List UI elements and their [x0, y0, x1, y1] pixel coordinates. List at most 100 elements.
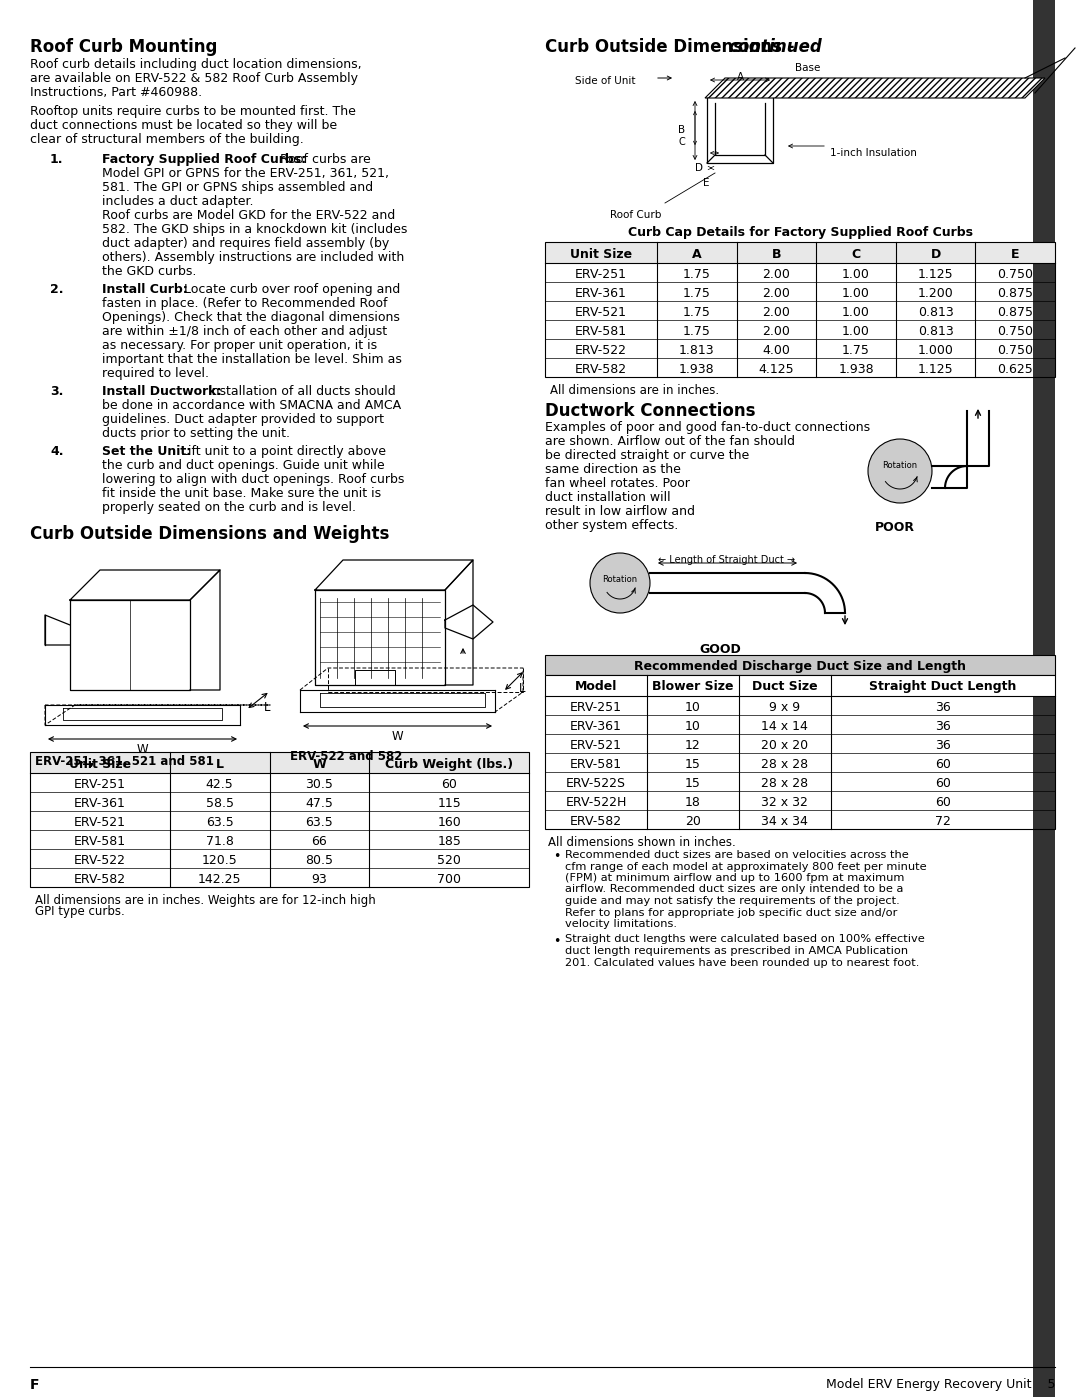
Text: 36: 36	[935, 719, 950, 733]
Text: 582. The GKD ships in a knockdown kit (includes: 582. The GKD ships in a knockdown kit (i…	[102, 224, 407, 236]
Text: B: B	[678, 124, 685, 136]
Text: the curb and duct openings. Guide unit while: the curb and duct openings. Guide unit w…	[102, 460, 384, 472]
Text: Roof curbs are Model GKD for the ERV-522 and: Roof curbs are Model GKD for the ERV-522…	[102, 210, 395, 222]
Text: 36: 36	[935, 739, 950, 752]
Text: 0.750: 0.750	[997, 344, 1034, 358]
Text: Rotation: Rotation	[882, 461, 917, 469]
Text: ERV-521: ERV-521	[73, 816, 126, 828]
Text: ERV-582: ERV-582	[570, 814, 622, 828]
Text: ERV-582: ERV-582	[575, 363, 627, 376]
Text: ERV-361: ERV-361	[576, 286, 627, 300]
Text: ERV-251: ERV-251	[576, 268, 627, 281]
Text: (FPM) at minimum airflow and up to 1600 fpm at maximum: (FPM) at minimum airflow and up to 1600 …	[565, 873, 904, 883]
Text: E: E	[703, 177, 710, 189]
Bar	[30, 752, 529, 887]
Text: ERV-522S: ERV-522S	[566, 777, 626, 789]
Text: 520: 520	[437, 854, 461, 868]
Text: 1.75: 1.75	[683, 286, 711, 300]
Text: Rooftop units require curbs to be mounted first. The: Rooftop units require curbs to be mounte…	[30, 105, 356, 117]
Text: 1.75: 1.75	[842, 344, 870, 358]
Text: A: A	[692, 249, 702, 261]
Text: 34 x 34: 34 x 34	[761, 814, 808, 828]
Text: ERV-581: ERV-581	[575, 326, 627, 338]
Text: W: W	[392, 731, 404, 743]
Text: continued: continued	[728, 38, 822, 56]
Text: 20: 20	[685, 814, 701, 828]
Text: Curb Outside Dimensions -: Curb Outside Dimensions -	[545, 38, 800, 56]
Text: Recommended duct sizes are based on velocities across the: Recommended duct sizes are based on velo…	[565, 849, 908, 861]
Text: Curb Cap Details for Factory Supplied Roof Curbs: Curb Cap Details for Factory Supplied Ro…	[627, 226, 972, 239]
Text: Refer to plans for appropriate job specific duct size and/or: Refer to plans for appropriate job speci…	[565, 908, 897, 918]
Bar	[545, 675, 1055, 696]
Text: 1.200: 1.200	[918, 286, 954, 300]
Text: 0.875: 0.875	[997, 306, 1034, 319]
Text: other system effects.: other system effects.	[545, 520, 678, 532]
Text: duct installation will: duct installation will	[545, 490, 671, 504]
Text: Roof Curb Mounting: Roof Curb Mounting	[30, 38, 217, 56]
Text: are available on ERV-522 & 582 Roof Curb Assembly: are available on ERV-522 & 582 Roof Curb…	[30, 73, 357, 85]
Text: All dimensions are in inches.: All dimensions are in inches.	[550, 384, 719, 397]
Text: Straight duct lengths were calculated based on 100% effective: Straight duct lengths were calculated ba…	[565, 935, 924, 944]
Text: Blower Size: Blower Size	[652, 680, 733, 693]
Text: clear of structural members of the building.: clear of structural members of the build…	[30, 133, 303, 147]
Text: 2.00: 2.00	[762, 326, 791, 338]
Text: ERV-582: ERV-582	[73, 873, 126, 886]
Text: 1.75: 1.75	[683, 306, 711, 319]
Circle shape	[868, 439, 932, 503]
Text: duct adapter) and requires field assembly (by: duct adapter) and requires field assembl…	[102, 237, 389, 250]
Text: 42.5: 42.5	[206, 778, 233, 791]
Text: 63.5: 63.5	[306, 816, 334, 828]
Text: 1.125: 1.125	[918, 268, 954, 281]
Text: 60: 60	[935, 796, 950, 809]
Polygon shape	[705, 78, 1045, 98]
Text: 36: 36	[935, 701, 950, 714]
Text: includes a duct adapter.: includes a duct adapter.	[102, 196, 254, 208]
Text: fan wheel rotates. Poor: fan wheel rotates. Poor	[545, 476, 690, 490]
Text: •: •	[553, 935, 561, 947]
Text: 14 x 14: 14 x 14	[761, 719, 808, 733]
Text: 2.00: 2.00	[762, 306, 791, 319]
Text: 2.: 2.	[50, 284, 64, 296]
Text: ERV-361: ERV-361	[570, 719, 622, 733]
Text: be directed straight or curve the: be directed straight or curve the	[545, 448, 750, 462]
Text: 1.938: 1.938	[838, 363, 874, 376]
Text: 1.00: 1.00	[842, 306, 870, 319]
Text: are shown. Airflow out of the fan should: are shown. Airflow out of the fan should	[545, 434, 795, 448]
Text: result in low airflow and: result in low airflow and	[545, 504, 696, 518]
Text: 0.625: 0.625	[997, 363, 1034, 376]
Text: important that the installation be level. Shim as: important that the installation be level…	[102, 353, 402, 366]
Text: 0.813: 0.813	[918, 326, 954, 338]
Text: F: F	[30, 1377, 40, 1391]
Text: 142.25: 142.25	[198, 873, 241, 886]
Text: ← Length of Straight Duct →: ← Length of Straight Duct →	[659, 555, 796, 564]
Text: Curb Weight (lbs.): Curb Weight (lbs.)	[386, 759, 513, 771]
Text: Recommended Discharge Duct Size and Length: Recommended Discharge Duct Size and Leng…	[634, 659, 966, 673]
Text: 201. Calculated values have been rounded up to nearest foot.: 201. Calculated values have been rounded…	[565, 957, 919, 968]
Text: Ductwork Connections: Ductwork Connections	[545, 402, 756, 420]
Text: 0.875: 0.875	[997, 286, 1034, 300]
Text: 1.000: 1.000	[918, 344, 954, 358]
Text: ERV-522: ERV-522	[73, 854, 126, 868]
Text: 4.00: 4.00	[762, 344, 791, 358]
Text: 3.: 3.	[50, 386, 64, 398]
Text: required to level.: required to level.	[102, 367, 210, 380]
Text: 1.125: 1.125	[918, 363, 954, 376]
Text: L: L	[264, 701, 270, 714]
Text: duct connections must be located so they will be: duct connections must be located so they…	[30, 119, 337, 131]
Text: 1.00: 1.00	[842, 326, 870, 338]
Text: 15: 15	[685, 759, 701, 771]
Text: 30.5: 30.5	[306, 778, 334, 791]
Text: 28 x 28: 28 x 28	[761, 777, 808, 789]
Text: 4.: 4.	[50, 446, 64, 458]
Text: Base: Base	[795, 63, 821, 73]
Text: 4.125: 4.125	[759, 363, 795, 376]
Text: 115: 115	[437, 798, 461, 810]
Text: 60: 60	[442, 778, 457, 791]
Text: 700: 700	[437, 873, 461, 886]
Circle shape	[590, 553, 650, 613]
Bar	[1032, 0, 1055, 1397]
Text: 32 x 32: 32 x 32	[761, 796, 808, 809]
Text: airflow. Recommended duct sizes are only intended to be a: airflow. Recommended duct sizes are only…	[565, 884, 903, 894]
Text: ERV-581: ERV-581	[570, 759, 622, 771]
Text: Install Curb:: Install Curb:	[102, 284, 188, 296]
